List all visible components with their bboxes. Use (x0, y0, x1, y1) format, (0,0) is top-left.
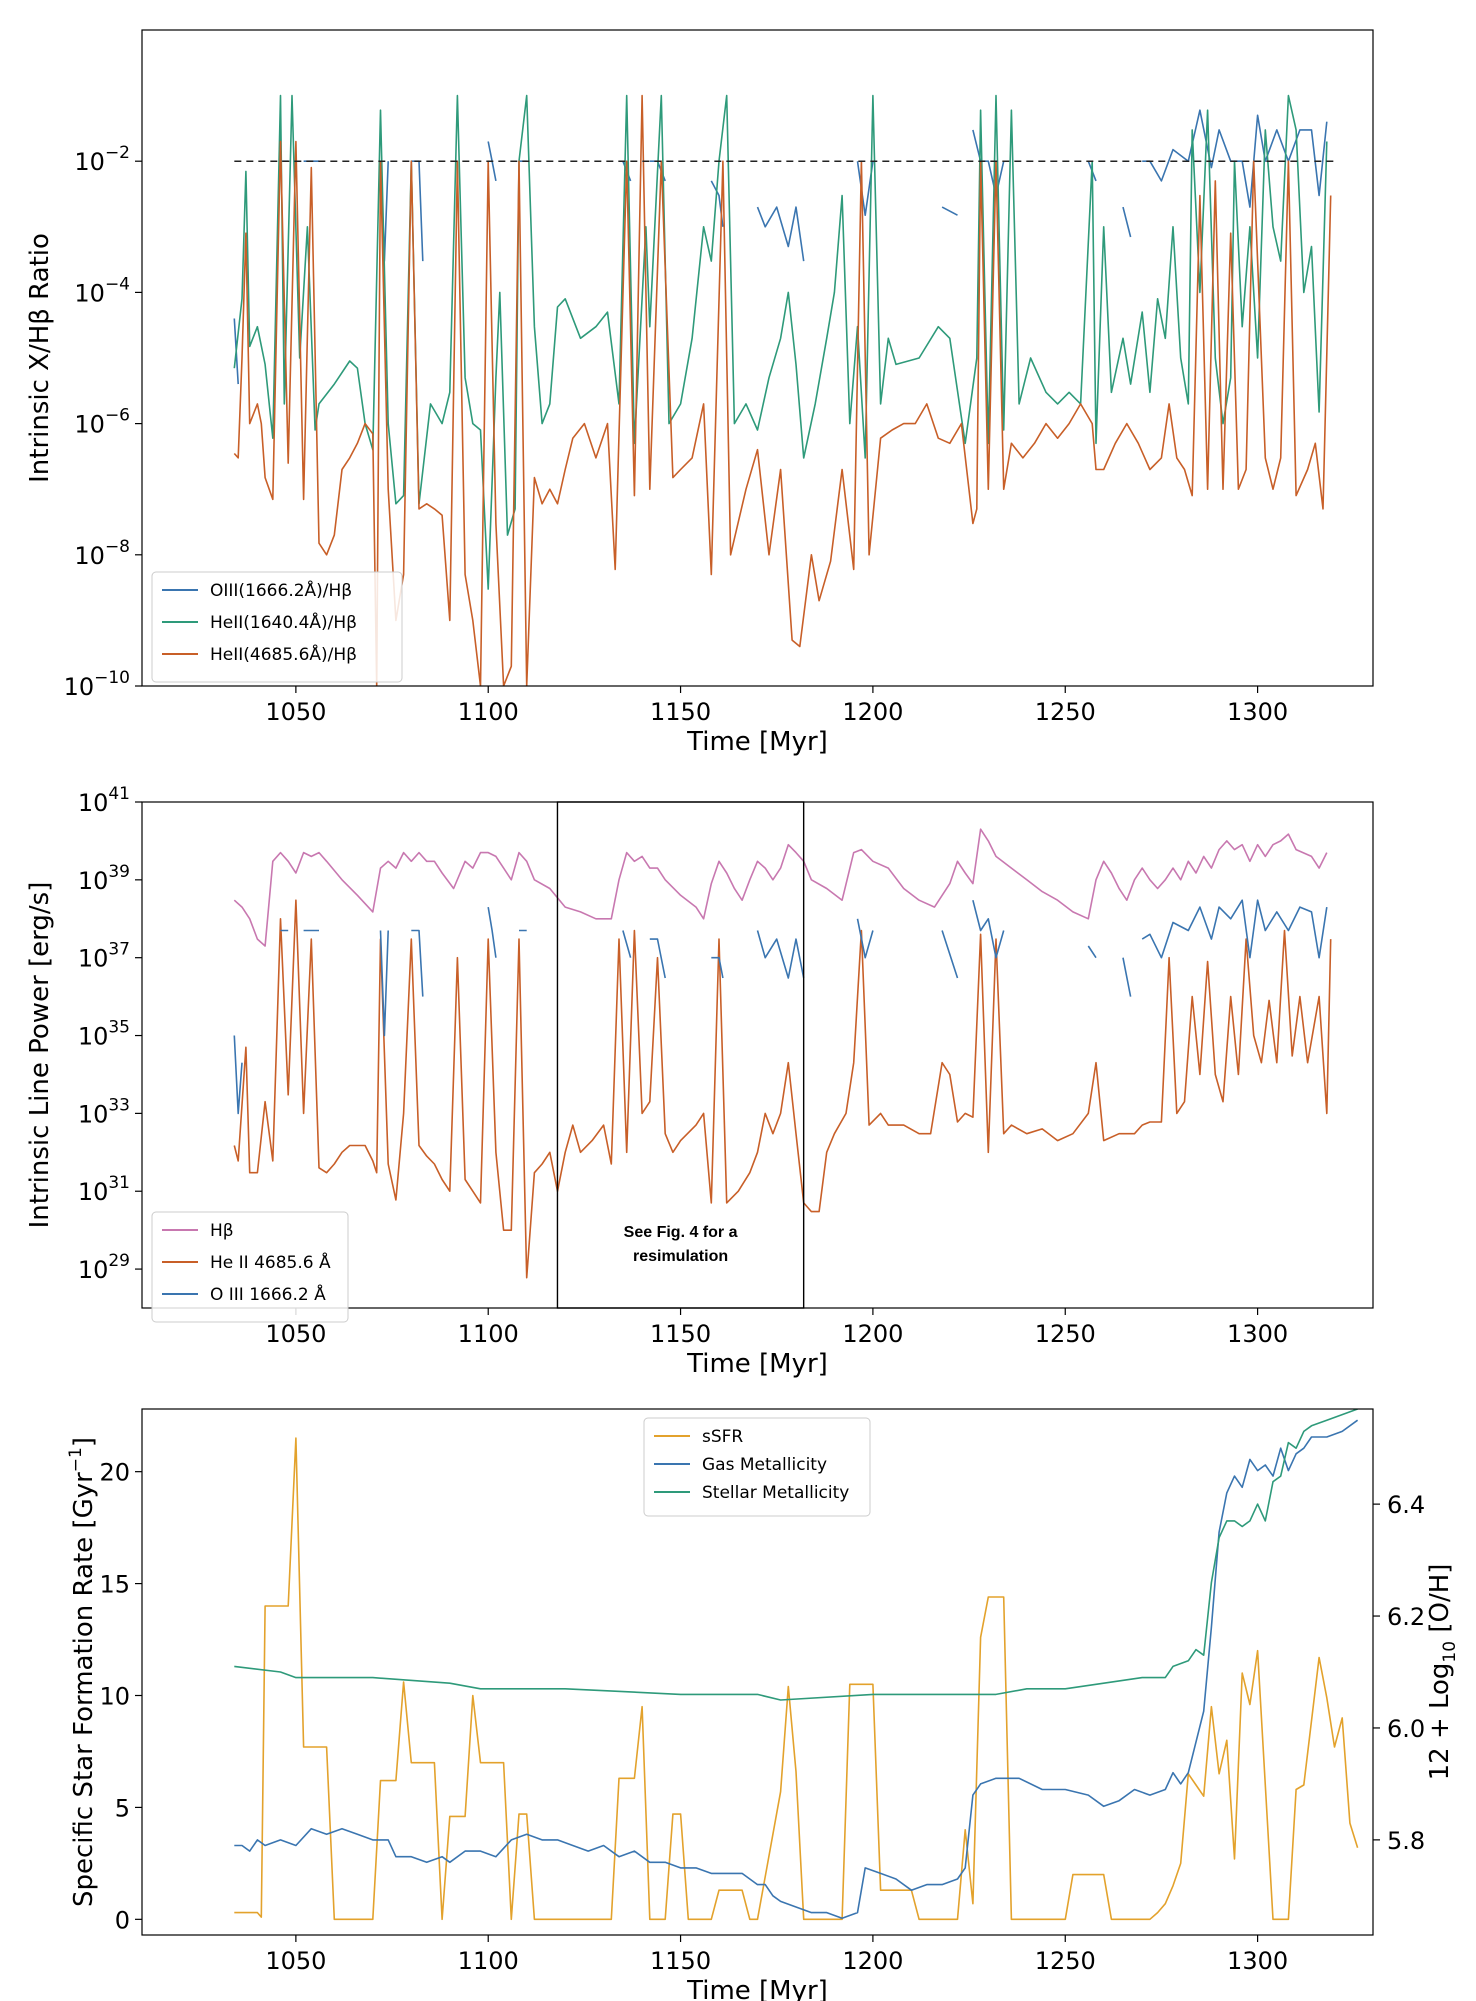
highlight-annotation: resimulation (633, 1248, 728, 1265)
axes-frame (141, 1408, 1374, 1936)
x-tick-label: 1300 (1227, 698, 1288, 726)
legend-label: HeII(1640.4Å)/Hβ (210, 611, 357, 633)
x-tick-label: 1250 (1035, 1947, 1096, 1975)
y-tick-label: 10−8 (74, 537, 130, 570)
axes-frame (141, 801, 1374, 1309)
y-axis-label: Specific Star Formation Rate [Gyr−1] (66, 1437, 99, 1907)
x-tick-label: 1100 (458, 1947, 519, 1975)
series-line (233, 94, 1328, 590)
plot-area (233, 94, 1335, 686)
legend-label: Stellar Metallicity (702, 1483, 849, 1503)
right-y-axis-label: 12 + Log10 [O/H] (1425, 1564, 1460, 1781)
x-axis-label: Time [Myr] (686, 727, 828, 757)
ratio-panel: 10−10 10−8 10−6 10−4 10−2 1050 1100 1150 1200 125… (25, 29, 1374, 757)
x-tick-label: 1150 (650, 1320, 711, 1348)
legend-box (643, 1417, 871, 1517)
x-tick-label: 1200 (842, 1947, 903, 1975)
y-tick-label: 15 (99, 1571, 130, 1599)
y-tick-label: 10 (99, 1683, 130, 1711)
ssfr-metallicity-panel: 0 5 10 15 20 5.8 6.0 6.2 6.4 1050 1100 1150 1200 1250… (66, 1408, 1460, 2001)
x-tick-label: 1150 (650, 1947, 711, 1975)
y-tick-label: 1037 (78, 940, 130, 973)
legend-label: HeII(4685.6Å)/Hβ (210, 643, 357, 665)
legend-label: O III 1666.2 Å (210, 1283, 326, 1305)
x-tick-label: 1100 (458, 1320, 519, 1348)
right-y-tick-label: 6.0 (1387, 1715, 1425, 1743)
legend-label: OIII(1666.2Å)/Hβ (210, 579, 352, 601)
right-y-tick-label: 5.8 (1387, 1827, 1425, 1855)
x-tick-label: 1050 (265, 1320, 326, 1348)
series-line (234, 1419, 1359, 1919)
x-tick-label: 1250 (1035, 698, 1096, 726)
x-tick-label: 1200 (842, 1320, 903, 1348)
x-tick-label: 1300 (1227, 1320, 1288, 1348)
y-tick-label: 10−10 (64, 668, 130, 701)
x-tick-label: 1200 (842, 698, 903, 726)
legend-label: Hβ (210, 1221, 234, 1241)
y-tick-label: 1031 (78, 1173, 130, 1206)
x-axis-label: Time [Myr] (686, 1349, 828, 1379)
series-line (234, 1437, 1359, 1921)
series-line (234, 1409, 1358, 1701)
series-line (233, 828, 1328, 947)
y-tick-label: 5 (115, 1794, 130, 1822)
y-tick-label: 1029 (78, 1251, 130, 1284)
x-axis-label: Time [Myr] (686, 1976, 828, 2001)
y-axis-label: Intrinsic Line Power [erg/s] (25, 882, 55, 1229)
x-tick-label: 1050 (265, 698, 326, 726)
legend-label: sSFR (702, 1427, 743, 1447)
legend-label: Gas Metallicity (702, 1455, 827, 1475)
y-axis-label: Intrinsic X/Hβ Ratio (25, 233, 55, 483)
x-tick-label: 1300 (1227, 1947, 1288, 1975)
y-tick-label: 1033 (78, 1095, 130, 1128)
series-line (233, 899, 1332, 1279)
y-tick-label: 1041 (78, 784, 130, 817)
highlight-annotation: See Fig. 4 for a (624, 1224, 738, 1241)
x-tick-label: 1100 (458, 698, 519, 726)
right-y-tick-label: 6.2 (1387, 1603, 1425, 1631)
y-tick-label: 10−2 (74, 143, 130, 176)
series-line (233, 94, 1332, 686)
x-tick-label: 1150 (650, 698, 711, 726)
x-tick-label: 1050 (265, 1947, 326, 1975)
y-tick-label: 10−4 (74, 274, 130, 307)
y-tick-label: 1035 (78, 1018, 130, 1051)
y-tick-label: 0 (115, 1906, 130, 1934)
legend-box (151, 571, 403, 683)
legend-label: He II 4685.6 Å (210, 1251, 331, 1273)
y-tick-label: 10−6 (74, 406, 130, 439)
y-tick-label: 20 (99, 1459, 130, 1487)
axes-frame (141, 29, 1374, 687)
legend-box (151, 1211, 349, 1323)
plot-area (233, 828, 1332, 1279)
y-tick-label: 1039 (78, 862, 130, 895)
x-tick-label: 1250 (1035, 1320, 1096, 1348)
series-line (233, 899, 1328, 1115)
line-power-panel: See Fig. 4 for a resimulation 1029 1031 1033… (25, 784, 1374, 1379)
plot-area (234, 1409, 1359, 1921)
right-y-tick-label: 6.4 (1387, 1491, 1425, 1519)
